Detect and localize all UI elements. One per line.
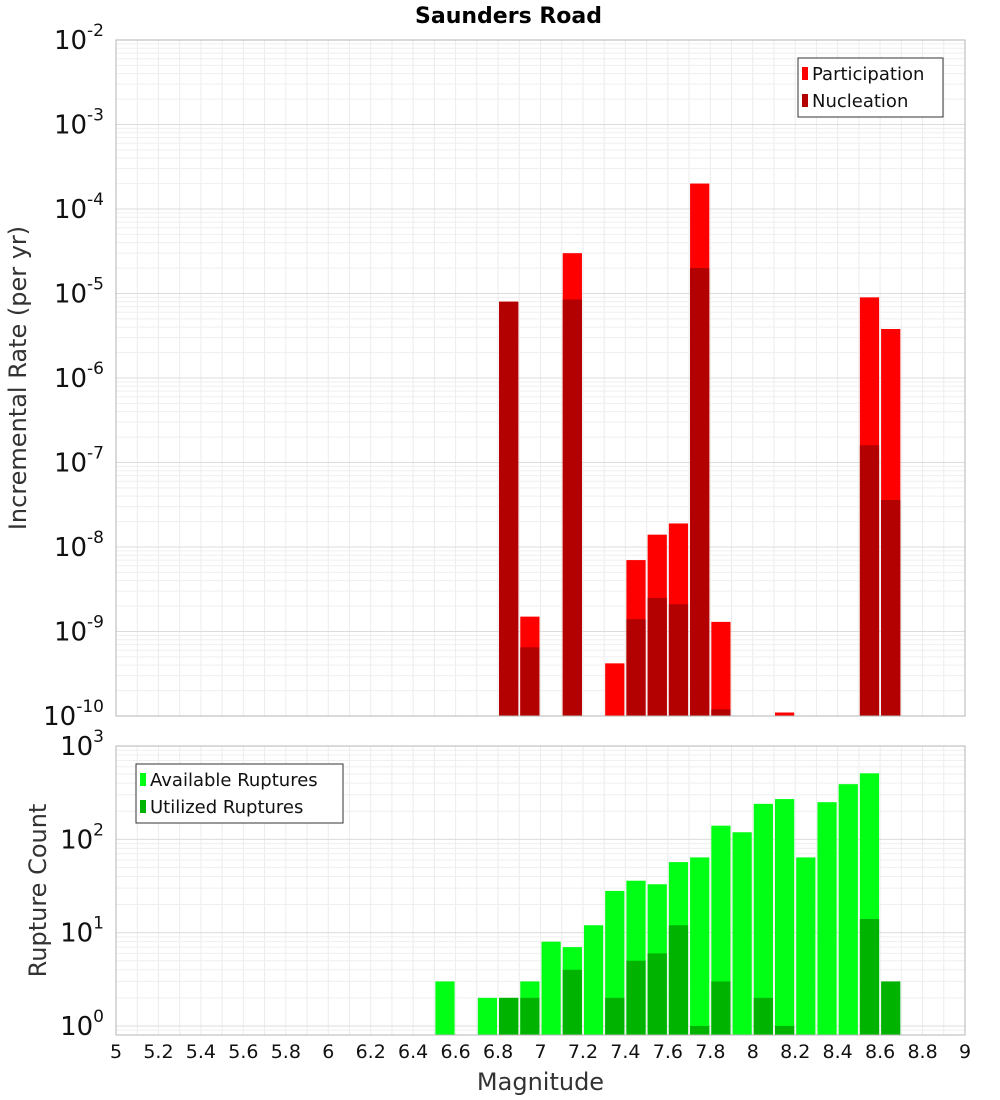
bar [881, 981, 901, 1035]
bar [626, 960, 646, 1035]
legend-swatch [140, 800, 146, 813]
y-tick-label: 10-6 [54, 359, 104, 394]
rate-panel: 10-10 10-9 10-8 10-7 10-6 10-5 10-4 10-3 10-2 Inc… [4, 4, 966, 732]
y-tick-label: 10-8 [54, 528, 104, 563]
bar [562, 969, 582, 1035]
bar [605, 997, 625, 1035]
y-tick-label: 10-4 [54, 190, 104, 225]
y-tick-label: 10-10 [43, 697, 104, 732]
bar [583, 925, 604, 1035]
legend-label: Participation [812, 64, 924, 85]
y-tick-label: 100 [60, 1007, 104, 1042]
bar [647, 597, 667, 716]
plot-frame [115, 745, 966, 1036]
legend-swatch [802, 94, 808, 107]
bar [838, 784, 858, 1035]
bar [711, 621, 731, 716]
y-axis-label: Rupture Count [24, 804, 52, 978]
plot-frame [115, 39, 966, 717]
bar [541, 941, 561, 1035]
bar [690, 857, 710, 1035]
x-tick-label: 7.2 [568, 1041, 598, 1063]
y-tick-label: 103 [60, 727, 104, 762]
bar [690, 1025, 710, 1035]
x-tick-label: 5.4 [186, 1041, 216, 1063]
x-tick-label: 5.8 [271, 1041, 301, 1063]
bar [711, 709, 731, 716]
bar [668, 925, 689, 1035]
x-tick-label: 5.6 [228, 1041, 258, 1063]
y-axis-label: Incremental Rate (per yr) [4, 226, 32, 530]
legend: Participation Nucleation [797, 57, 944, 118]
x-tick-label: 8 [747, 1041, 759, 1063]
bar [732, 832, 752, 1035]
bar [605, 663, 625, 716]
bar [753, 997, 773, 1035]
y-tick-label: 10-5 [54, 275, 104, 310]
x-tick-label: 8.8 [907, 1041, 937, 1063]
bar [859, 445, 880, 716]
bar [881, 499, 901, 716]
bar [668, 604, 689, 716]
legend-label: Nucleation [812, 91, 908, 112]
legend-label: Available Ruptures [150, 770, 318, 791]
bar [774, 712, 795, 716]
x-tick-label: 8.4 [823, 1041, 853, 1063]
x-axis-label: Magnitude [477, 1068, 604, 1096]
bar [520, 647, 540, 716]
y-tick-label: 10-9 [54, 613, 104, 648]
x-tick-label: 5.2 [143, 1041, 173, 1063]
y-tick-label: 10-7 [54, 444, 104, 479]
x-tick-label: 6.8 [483, 1041, 513, 1063]
legend-swatch [802, 67, 808, 80]
legend-box [135, 763, 344, 824]
x-tick-label: 7 [534, 1041, 546, 1063]
y-tick-label: 10-2 [54, 21, 104, 56]
bar [562, 299, 582, 716]
y-tick-label: 102 [60, 820, 104, 855]
legend: Available Ruptures Utilized Ruptures [135, 763, 344, 824]
x-tick-label: 7.6 [653, 1041, 683, 1063]
chart-title: Saunders Road [415, 4, 602, 29]
bar [499, 301, 519, 716]
bar [499, 997, 519, 1035]
legend-box [797, 57, 944, 118]
x-tick-label: 5 [110, 1041, 122, 1063]
x-tick-label: 6.4 [398, 1041, 428, 1063]
legend-label: Utilized Ruptures [150, 797, 303, 818]
bar [435, 981, 455, 1035]
bar [753, 803, 773, 1035]
x-tick-label: 7.8 [695, 1041, 725, 1063]
x-tick-label: 8.6 [865, 1041, 895, 1063]
x-tick-label: 8.2 [780, 1041, 810, 1063]
bar [690, 268, 710, 716]
bar [817, 802, 837, 1035]
x-tick-label: 6.6 [440, 1041, 470, 1063]
x-tick-label: 6.2 [356, 1041, 386, 1063]
x-tick-label: 6 [322, 1041, 334, 1063]
series-nucleation [499, 268, 901, 716]
bar [626, 619, 646, 716]
bar [796, 857, 816, 1035]
bar [774, 1025, 795, 1035]
bar [477, 997, 498, 1035]
bar [647, 953, 667, 1035]
bar [774, 799, 795, 1035]
bar [520, 997, 540, 1035]
y-tick-label: 10-3 [54, 106, 104, 141]
x-tick-label: 7.4 [610, 1041, 640, 1063]
y-tick-label: 101 [60, 914, 104, 949]
bar [859, 919, 880, 1035]
legend-swatch [140, 773, 146, 786]
bar [711, 981, 731, 1035]
x-tick-label: 9 [959, 1041, 971, 1063]
series-utilized-ruptures [499, 919, 901, 1035]
